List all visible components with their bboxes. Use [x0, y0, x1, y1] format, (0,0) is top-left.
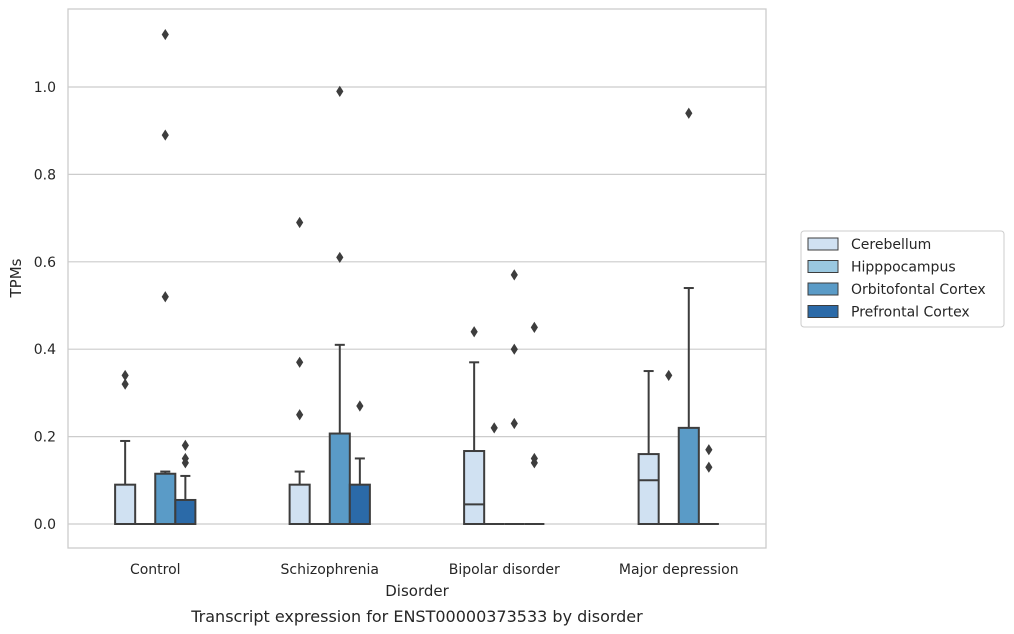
y-tick-label: 0.6 — [34, 255, 56, 271]
outlier-point — [490, 422, 498, 434]
box-2-1 — [328, 343, 351, 525]
y-tick-label: 0.2 — [34, 430, 56, 446]
x-tick-label: Control — [130, 562, 181, 578]
outlier-point — [181, 452, 189, 465]
outlier-point — [510, 417, 518, 430]
x-axis-label: Disorder — [385, 582, 449, 600]
outlier-point — [121, 369, 129, 382]
x-tick-labels: Control Schizophrenia Bipolar disorder Majo… — [130, 562, 739, 578]
box-body — [288, 483, 311, 526]
y-tick-labels: 0.0 0.2 0.4 0.6 0.8 1.0 — [34, 80, 56, 533]
legend-label: Prefrontal Cortex — [851, 305, 970, 321]
outlier-point — [336, 251, 344, 264]
x-tick-label: Schizophrenia — [281, 562, 379, 578]
box-body — [463, 450, 486, 525]
box-0-2 — [463, 361, 486, 525]
outlier-point — [510, 269, 518, 281]
plot-frame — [67, 8, 767, 549]
outlier-point — [705, 461, 713, 473]
outlier-point — [296, 216, 304, 229]
box-body — [328, 432, 351, 525]
outlier-point — [121, 378, 129, 390]
y-tick-label: 0.4 — [34, 342, 56, 358]
x-tick-label: Major depression — [619, 562, 739, 578]
y-tick-label: 0.0 — [34, 517, 56, 533]
outlier-layer — [121, 28, 713, 473]
outlier-point — [181, 439, 189, 451]
outlier-point — [530, 452, 538, 465]
box-body — [677, 426, 700, 525]
outlier-point — [161, 28, 169, 41]
legend-swatch — [807, 260, 839, 273]
outlier-point — [510, 343, 518, 355]
chart-caption: Transcript expression for ENST0000037353… — [190, 607, 643, 626]
legend-frame — [800, 230, 1005, 328]
legend-items: Cerebellum Hipppocampus Orbitofontal Corte… — [807, 237, 986, 321]
x-tick-label: Bipolar disorder — [449, 562, 560, 578]
outlier-point — [530, 321, 538, 333]
outlier-point — [336, 85, 344, 97]
box-layer — [114, 287, 719, 526]
box-body — [114, 483, 137, 526]
box-body — [348, 483, 371, 526]
box-0-0 — [114, 439, 137, 526]
box-0-3 — [637, 370, 660, 525]
legend-swatch — [807, 237, 839, 251]
outlier-point — [470, 326, 478, 338]
plot-background — [68, 9, 766, 548]
outlier-point — [705, 444, 713, 456]
box-2-0 — [154, 470, 177, 525]
outlier-point — [685, 107, 693, 119]
y-tick-label: 1.0 — [34, 80, 56, 96]
box-2-3 — [677, 287, 700, 525]
legend-swatch — [807, 305, 839, 318]
box-body — [154, 472, 177, 525]
legend: Cerebellum Hipppocampus Orbitofontal Corte… — [800, 230, 1005, 328]
box-body — [174, 498, 197, 525]
outlier-point — [161, 291, 169, 303]
outlier-point — [161, 129, 169, 141]
box-3-0 — [174, 474, 197, 525]
y-axis-label: TPMs — [7, 258, 25, 298]
legend-swatch — [807, 282, 839, 296]
outlier-point — [296, 356, 304, 368]
box-0-1 — [288, 470, 311, 526]
y-tick-label: 0.8 — [34, 167, 56, 183]
outlier-point — [356, 400, 364, 412]
legend-label: Hipppocampus — [851, 260, 956, 276]
outlier-point — [665, 369, 673, 382]
box-body — [637, 453, 660, 525]
box-3-1 — [348, 457, 371, 526]
legend-label: Orbitofontal Cortex — [851, 282, 986, 298]
legend-label: Cerebellum — [851, 237, 931, 253]
outlier-point — [296, 409, 304, 421]
